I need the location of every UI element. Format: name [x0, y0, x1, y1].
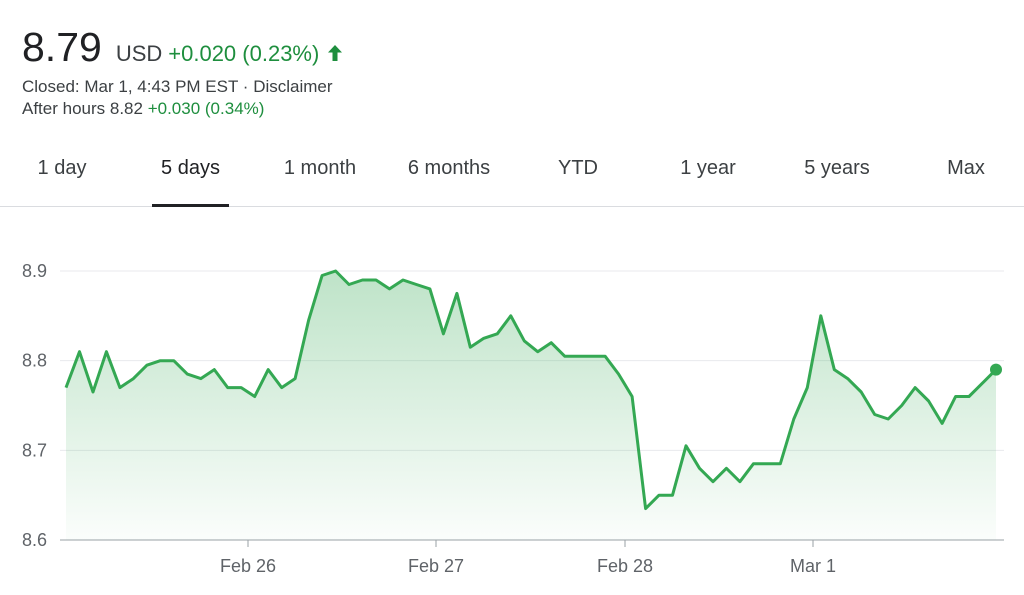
y-tick-label: 8.9	[22, 261, 47, 281]
x-tick-label: Feb 28	[597, 556, 653, 576]
current-price: 8.79	[22, 24, 102, 70]
tab-max[interactable]: Max	[947, 157, 985, 179]
price-line	[64, 269, 998, 511]
price-chart: 8.6 8.7 8.8 8.9 Feb 26 Feb 27 Feb 28 Mar 1	[22, 261, 1004, 576]
y-tick-label: 8.7	[22, 440, 47, 460]
after-hours-line: After hours 8.82 +0.030 (0.34%)	[22, 98, 345, 120]
market-status: Closed: Mar 1, 4:43 PM EST · Disclaimer	[22, 76, 345, 98]
price-row: 8.79 USD +0.020 (0.23%)	[22, 24, 345, 70]
tab-5-days[interactable]: 5 days	[152, 140, 229, 207]
closed-time: Closed: Mar 1, 4:43 PM EST	[22, 77, 239, 96]
tab-1-month[interactable]: 1 month	[283, 157, 357, 179]
disclaimer-link[interactable]: Disclaimer	[253, 77, 333, 96]
quote-header: 8.79 USD +0.020 (0.23%) Closed: Mar 1, 4…	[22, 24, 345, 120]
tab-1-day[interactable]: 1 day	[37, 157, 87, 179]
range-tabs: 1 day 5 days 1 month 6 months YTD 1 year…	[0, 140, 1024, 207]
x-tick-label: Feb 26	[220, 556, 276, 576]
x-tick-label: Mar 1	[790, 556, 836, 576]
separator-dot: ·	[242, 77, 249, 96]
price-change: +0.020 (0.23%)	[168, 41, 320, 66]
last-price-point	[990, 363, 1002, 376]
tab-6-months[interactable]: 6 months	[407, 157, 491, 179]
tab-ytd[interactable]: YTD	[558, 157, 598, 179]
tab-5-years[interactable]: 5 years	[804, 157, 870, 179]
tab-1-year[interactable]: 1 year	[680, 157, 736, 179]
price-area	[66, 271, 996, 540]
currency-code: USD	[115, 41, 163, 66]
after-hours-change: +0.030 (0.34%)	[147, 99, 265, 118]
y-tick-label: 8.6	[22, 530, 47, 550]
y-tick-label: 8.8	[22, 351, 47, 371]
after-hours-price: After hours 8.82	[22, 99, 143, 118]
arrow-up-icon	[328, 45, 343, 61]
x-tick-label: Feb 27	[408, 556, 464, 576]
